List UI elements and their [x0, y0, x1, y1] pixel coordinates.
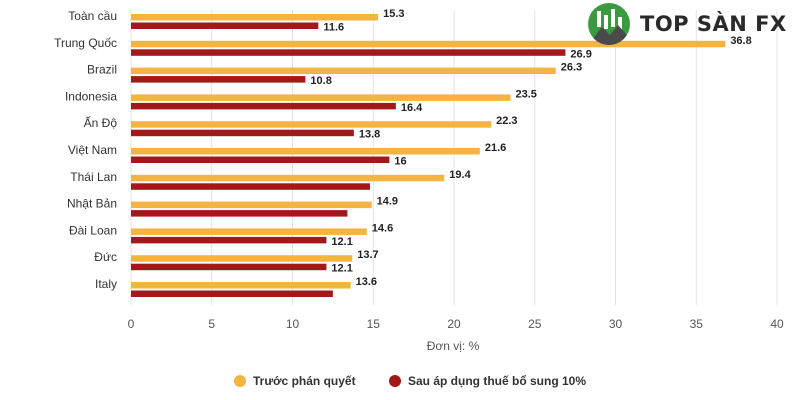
- bar-before: [131, 67, 556, 75]
- value-label: 14.6: [372, 222, 393, 234]
- category-label: Nhật Bản: [67, 197, 117, 211]
- bar-after: [131, 210, 348, 217]
- grid-lines: [130, 10, 778, 305]
- value-label: 11.6: [323, 22, 344, 34]
- x-tick-label: 40: [770, 317, 784, 331]
- x-tick-label: 25: [528, 317, 542, 331]
- bar-before: [131, 255, 353, 262]
- category-label: Đức: [94, 250, 117, 264]
- category-label: Ấn Độ: [84, 115, 118, 130]
- x-tick-label: 35: [690, 317, 704, 331]
- value-label: 13.8: [359, 129, 380, 141]
- x-tick-label: 5: [208, 317, 215, 331]
- logo-text: TOP SÀN FX: [640, 12, 787, 36]
- bar-before: [131, 40, 726, 48]
- legend-dot: [389, 375, 401, 387]
- value-label: 16.4: [401, 102, 423, 114]
- value-label: 13.7: [357, 249, 378, 261]
- value-label: 26.9: [570, 48, 591, 60]
- bar-before: [131, 228, 367, 235]
- bar-after: [131, 183, 371, 190]
- value-label: 36.8: [730, 35, 751, 47]
- category-label: Việt Nam: [68, 143, 117, 157]
- value-label: 19.4: [449, 169, 471, 181]
- legend: Trước phán quyết Sau áp dụng thuế bổ sung…: [234, 374, 586, 388]
- bar-before: [131, 148, 480, 155]
- legend-label: Trước phán quyết: [253, 374, 356, 388]
- bar-after: [131, 290, 333, 297]
- value-label: 12.1: [331, 263, 352, 275]
- bar-after: [131, 129, 354, 137]
- bar-before: [131, 201, 372, 209]
- value-label: 23.5: [516, 88, 537, 100]
- x-tick-label: 10: [286, 317, 300, 331]
- bar-after: [131, 102, 396, 110]
- value-label: 26.3: [561, 62, 582, 74]
- value-label: 14.9: [377, 196, 398, 208]
- bar-after: [131, 236, 327, 244]
- value-label: 22.3: [496, 115, 517, 127]
- category-label: Italy: [95, 277, 117, 291]
- category-label: Brazil: [87, 63, 117, 77]
- category-label: Trung Quốc: [54, 36, 117, 50]
- bar-before: [131, 14, 379, 21]
- bar-after: [131, 49, 566, 56]
- category-label: Thái Lan: [70, 170, 117, 184]
- bar-after: [131, 156, 390, 163]
- x-tick-label: 20: [447, 317, 461, 331]
- x-tick-labels: 0 5 10 15 20 25 30 35 40: [128, 317, 784, 331]
- x-tick-label: 30: [609, 317, 623, 331]
- value-label: 10.8: [310, 75, 331, 87]
- logo: TOP SÀN FX: [588, 2, 798, 46]
- bar-before: [131, 94, 511, 101]
- bar-after: [131, 263, 327, 271]
- value-label: 21.6: [485, 142, 506, 154]
- bar-before: [131, 282, 351, 289]
- x-axis-label: Đơn vị: %: [427, 339, 480, 353]
- value-label: 13.6: [356, 276, 377, 288]
- mountain-logo-icon: [588, 3, 630, 45]
- bar-before: [131, 121, 492, 128]
- category-label: Indonesia: [65, 89, 117, 103]
- category-label: Toàn cầu: [68, 9, 117, 23]
- legend-dot: [234, 375, 246, 387]
- category-labels: Toàn cầu Trung Quốc Brazil Indonesia Ấn Độ Vi…: [54, 9, 117, 291]
- legend-label: Sau áp dụng thuế bổ sung 10%: [408, 374, 586, 388]
- value-label: 16: [394, 156, 406, 168]
- value-labels: 15.3 11.6 36.8 26.9 26.3 10.8 23.5 16.4 22.3 13.8…: [310, 8, 751, 288]
- bar-after: [131, 22, 319, 29]
- bars: [131, 14, 726, 297]
- bar-after: [131, 76, 306, 83]
- value-label: 15.3: [383, 8, 404, 20]
- x-tick-label: 0: [128, 317, 135, 331]
- category-label: Đài Loan: [69, 223, 117, 237]
- value-label: 12.1: [331, 236, 352, 248]
- x-tick-label: 15: [367, 317, 381, 331]
- bar-before: [131, 174, 445, 182]
